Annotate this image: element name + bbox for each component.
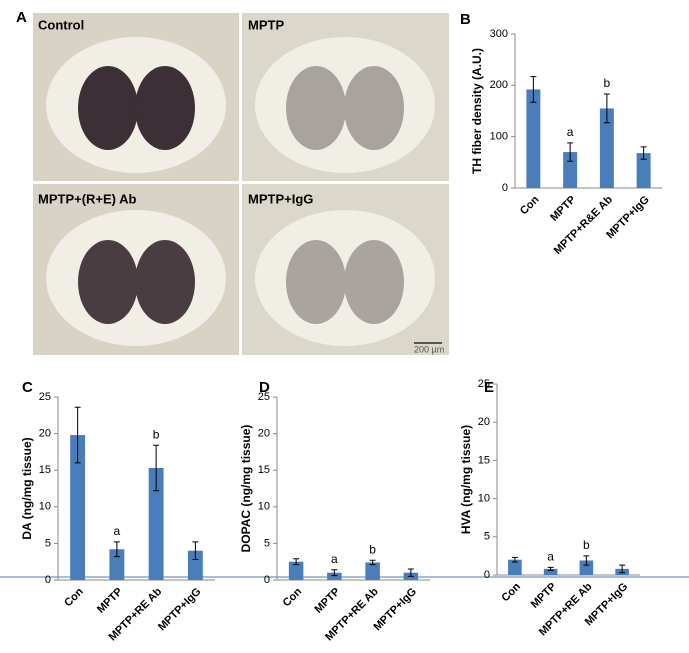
image-label: MPTP+(R+E) Ab: [38, 191, 137, 206]
x-tick-label: MPTP: [312, 586, 342, 616]
error-bar: [113, 541, 120, 558]
bar: [109, 549, 125, 580]
error-bar: [583, 555, 590, 566]
significance-label: a: [114, 524, 121, 538]
bar: [543, 568, 558, 575]
bar: [187, 550, 203, 580]
micrograph: MPTP+IgG 200 µm: [242, 184, 449, 355]
y-tick-label: 0: [45, 574, 51, 586]
y-axis-label: HVA (ng/mg tissue): [459, 425, 473, 534]
y-tick-label: 15: [258, 464, 270, 476]
bar: [148, 468, 164, 580]
x-tick-label: Con: [281, 585, 305, 609]
error-bar: [192, 541, 199, 561]
x-tick-label: Con: [62, 585, 86, 609]
bar: [563, 152, 578, 188]
panel-label: B: [460, 11, 471, 28]
image-label: MPTP: [248, 17, 284, 32]
y-tick-label: 10: [258, 501, 270, 513]
error-bar: [74, 406, 81, 464]
micrograph: MPTP: [242, 13, 449, 181]
micrograph: Control: [33, 13, 239, 181]
error-bar: [530, 76, 537, 103]
y-tick-label: 200: [490, 79, 508, 91]
y-tick-label: 25: [258, 391, 270, 403]
error-bar: [293, 558, 300, 566]
micrograph: MPTP+(R+E) Ab: [33, 184, 239, 355]
panel-label: A: [16, 9, 27, 26]
bar: [288, 561, 304, 580]
panel-label: D: [259, 379, 270, 396]
error-bar: [547, 566, 554, 571]
y-tick-label: 5: [484, 531, 490, 543]
y-tick-label: 5: [264, 537, 270, 549]
error-bar: [640, 146, 647, 160]
y-tick-label: 300: [490, 28, 508, 40]
y-tick-label: 0: [484, 569, 490, 581]
y-tick-label: 25: [478, 378, 490, 390]
x-tick-label: MPTP+IgG: [156, 586, 204, 634]
y-tick-label: 100: [490, 131, 508, 143]
error-bar: [331, 569, 338, 577]
significance-label: b: [604, 76, 611, 90]
error-bar: [603, 93, 610, 124]
bar: [365, 562, 380, 580]
bar: [579, 560, 594, 575]
y-tick-label: 15: [39, 464, 51, 476]
significance-label: a: [567, 125, 574, 139]
y-axis-label: DOPAC (ng/mg tissue): [239, 425, 253, 553]
y-tick-label: 10: [39, 501, 51, 513]
bar: [599, 108, 614, 188]
x-tick-label: MPTP: [95, 586, 125, 616]
significance-label: a: [331, 552, 338, 566]
error-bar: [567, 142, 574, 162]
image-label: Control: [38, 17, 84, 32]
panel-label: E: [484, 379, 494, 396]
x-tick-label: MPTP: [529, 581, 559, 611]
error-bar: [369, 559, 376, 566]
error-bar: [153, 444, 160, 492]
micrograph-grid: Control MPTP MPTP+(R+E) Ab MPTP+IgG 200 …: [33, 13, 449, 355]
bar: [327, 572, 342, 580]
error-bar: [619, 564, 626, 574]
significance-label: a: [547, 550, 554, 564]
x-tick-label: Con: [518, 193, 542, 217]
y-tick-label: 20: [478, 416, 490, 428]
panel-label: C: [22, 379, 33, 396]
y-tick-label: 0: [264, 574, 270, 586]
y-axis-label: TH fiber density (A.U.): [470, 48, 484, 174]
y-tick-label: 5: [45, 537, 51, 549]
significance-label: b: [583, 538, 590, 552]
image-label: MPTP+IgG: [248, 191, 313, 206]
y-tick-label: 0: [502, 182, 508, 194]
y-tick-label: 20: [258, 428, 270, 440]
error-bar: [407, 568, 414, 577]
scale-bar-label: 200 µm: [414, 344, 444, 354]
significance-label: b: [153, 427, 160, 441]
y-tick-label: 20: [39, 428, 51, 440]
y-axis-label: DA (ng/mg tissue): [20, 437, 34, 539]
bar: [636, 153, 651, 188]
bar: [508, 559, 522, 575]
significance-label: b: [369, 542, 376, 556]
x-tick-label: MPTP: [548, 194, 578, 224]
x-tick-label: Con: [499, 580, 523, 604]
bar: [70, 435, 86, 580]
bar: [526, 89, 541, 188]
y-tick-label: 10: [478, 493, 490, 505]
y-tick-label: 15: [478, 454, 490, 466]
error-bar: [511, 556, 518, 563]
y-tick-label: 25: [39, 391, 51, 403]
